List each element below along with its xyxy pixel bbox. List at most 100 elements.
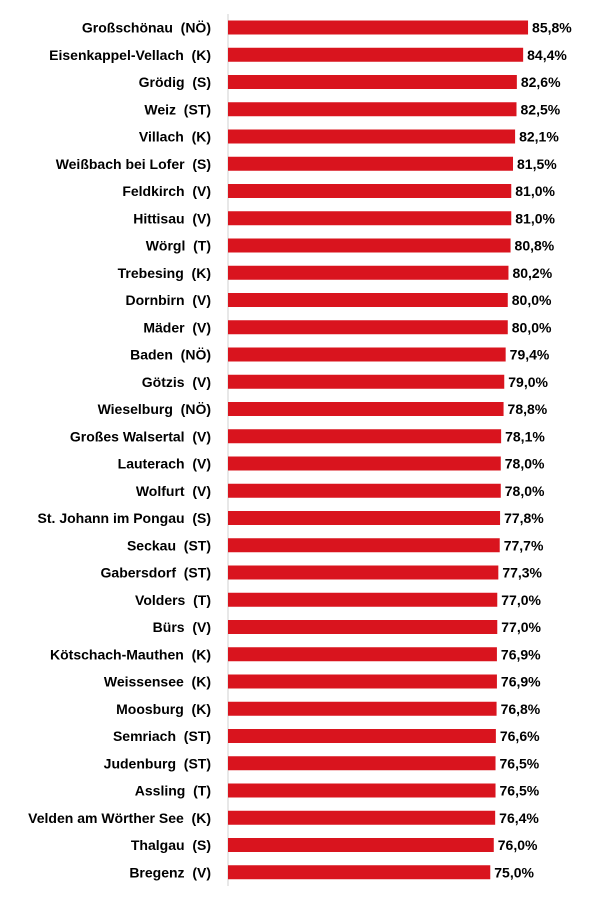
value-label: 76,5%	[500, 755, 540, 771]
value-label: 82,5%	[521, 101, 561, 117]
value-label: 76,9%	[501, 674, 541, 690]
bar	[228, 565, 499, 580]
category-label: Weißbach bei Lofer (S)	[56, 156, 211, 172]
bar	[228, 538, 500, 553]
value-label: 85,8%	[532, 20, 572, 36]
category-label: St. Johann im Pongau (S)	[38, 510, 211, 526]
value-label: 77,7%	[504, 537, 544, 553]
category-label: Wieselburg (NÖ)	[98, 401, 211, 417]
value-label: 80,2%	[512, 265, 552, 281]
category-label: Wörgl (T)	[146, 238, 211, 254]
bar	[228, 511, 501, 525]
category-label: Wolfurt (V)	[136, 483, 211, 499]
bar	[228, 347, 506, 362]
value-label: 78,8%	[508, 401, 548, 417]
value-labels-group: 85,8% 84,4% 82,6% 82,5% 82,1% 81,5% 81,0% 81,0%…	[494, 20, 572, 881]
value-label: 76,8%	[501, 701, 541, 717]
category-labels-group: Großschönau (NÖ) Eisenkappel-Vellach (K) G…	[28, 20, 211, 881]
value-label: 76,0%	[498, 837, 538, 853]
category-label: Velden am Wörther See (K)	[28, 810, 211, 826]
value-label: 80,0%	[512, 319, 552, 335]
bar	[228, 129, 516, 144]
category-label: Feldkirch (V)	[122, 183, 211, 199]
bar	[228, 729, 496, 743]
value-label: 78,0%	[505, 483, 545, 499]
bar	[228, 674, 497, 689]
value-label: 76,5%	[500, 783, 540, 799]
value-label: 77,0%	[501, 592, 541, 608]
category-label: Weiz (ST)	[144, 101, 211, 117]
bar	[228, 429, 502, 444]
bar	[228, 293, 508, 307]
value-label: 77,3%	[502, 565, 542, 581]
value-label: 76,4%	[499, 810, 539, 826]
value-label: 79,0%	[508, 374, 548, 390]
category-label: Kötschach-Mauthen (K)	[50, 646, 211, 662]
category-label: Semriach (ST)	[113, 728, 211, 744]
category-label: Trebesing (K)	[118, 265, 211, 281]
category-label: Assling (T)	[135, 783, 211, 799]
value-label: 76,6%	[500, 728, 540, 744]
bar	[228, 238, 511, 253]
category-label: Bregenz (V)	[129, 864, 211, 880]
category-label: Lauterach (V)	[118, 456, 211, 472]
bar	[228, 838, 494, 852]
category-label: Großes Walsertal (V)	[70, 428, 211, 444]
category-label: Judenburg (ST)	[104, 755, 211, 771]
bar	[228, 184, 512, 198]
bar	[228, 211, 512, 226]
value-label: 81,5%	[517, 156, 557, 172]
bar	[228, 20, 529, 35]
bar	[228, 701, 497, 716]
bar	[228, 265, 509, 280]
value-label: 84,4%	[527, 47, 567, 63]
bar	[228, 592, 498, 607]
category-label: Seckau (ST)	[127, 537, 211, 553]
bar	[228, 865, 491, 880]
category-label: Volders (T)	[135, 592, 211, 608]
category-label: Grödig (S)	[139, 74, 211, 90]
value-label: 81,0%	[515, 183, 555, 199]
bars-group	[228, 20, 529, 880]
value-label: 82,6%	[521, 74, 561, 90]
value-label: 80,0%	[512, 292, 552, 308]
bar	[228, 810, 496, 825]
category-label: Bürs (V)	[153, 619, 211, 635]
value-label: 78,0%	[505, 456, 545, 472]
category-label: Weissensee (K)	[104, 674, 211, 690]
category-label: Eisenkappel-Vellach (K)	[49, 47, 211, 63]
bar	[228, 456, 501, 471]
value-label: 75,0%	[494, 864, 534, 880]
value-label: 77,0%	[501, 619, 541, 635]
bar	[228, 320, 508, 335]
bar	[228, 756, 496, 771]
category-label: Gabersdorf (ST)	[101, 565, 211, 581]
value-label: 76,9%	[501, 646, 541, 662]
category-label: Villach (K)	[139, 129, 211, 145]
bar	[228, 783, 496, 798]
bar	[228, 102, 517, 117]
bar	[228, 402, 504, 416]
bar	[228, 156, 514, 171]
category-label: Götzis (V)	[142, 374, 211, 390]
bar	[228, 47, 524, 62]
category-label: Hittisau (V)	[133, 210, 211, 226]
category-label: Großschönau (NÖ)	[82, 20, 211, 36]
bar	[228, 374, 505, 389]
category-label: Moosburg (K)	[116, 701, 211, 717]
category-label: Baden (NÖ)	[130, 347, 211, 363]
bar	[228, 75, 517, 89]
value-label: 82,1%	[519, 129, 559, 145]
category-label: Thalgau (S)	[131, 837, 211, 853]
value-label: 80,8%	[515, 238, 555, 254]
bar	[228, 647, 497, 662]
value-label: 79,4%	[510, 347, 550, 363]
bar	[228, 483, 501, 498]
category-label: Dornbirn (V)	[125, 292, 211, 308]
value-label: 81,0%	[515, 210, 555, 226]
value-label: 77,8%	[504, 510, 544, 526]
value-label: 78,1%	[505, 428, 545, 444]
bar	[228, 620, 498, 634]
category-label: Mäder (V)	[143, 319, 211, 335]
